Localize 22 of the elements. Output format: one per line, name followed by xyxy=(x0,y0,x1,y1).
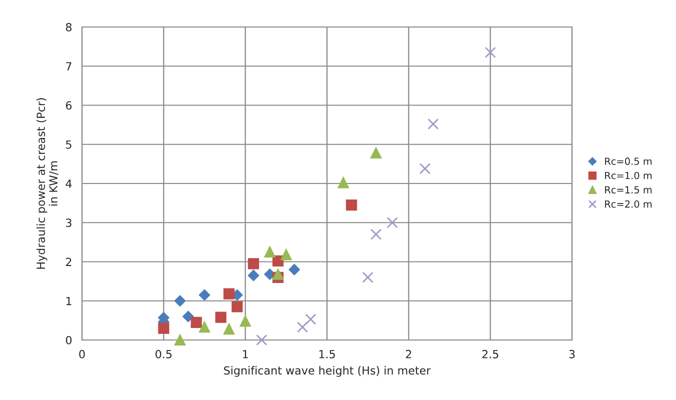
y-tick-label: 8 xyxy=(66,22,72,32)
y-tick-label: 4 xyxy=(66,180,72,188)
x-axis-title: Significant wave height (Hs) in meter xyxy=(224,366,431,377)
y-tick-label: 3 xyxy=(66,218,72,228)
legend-label: Rc=0.5 m xyxy=(605,158,652,165)
y-tick-label: 0 xyxy=(66,336,72,344)
x-tick-label: 1 xyxy=(243,350,248,358)
x-tick-label: 1.5 xyxy=(319,350,335,358)
y-tick-label: 7 xyxy=(66,62,72,70)
y-tick-label: 6 xyxy=(66,101,72,110)
x-tick-label: 3 xyxy=(569,350,575,358)
x-tick-label: 0 xyxy=(79,350,85,358)
y-tick-label: 1 xyxy=(66,296,72,306)
legend-label: Rc=1.5 m xyxy=(605,186,652,194)
x-tick-label: 2 xyxy=(406,350,412,358)
x-tick-label: 0.5 xyxy=(156,350,172,358)
x-tick-label: 2.5 xyxy=(482,350,498,358)
y-tick-label: 2 xyxy=(66,258,72,266)
legend-label: Rc=2.0 m xyxy=(605,200,652,208)
y-tick-label: 5 xyxy=(66,140,72,149)
y-axis-title: Hydraulic power at creast (Pcr) in KW/m xyxy=(36,98,58,269)
legend-label: Rc=1.0 m xyxy=(605,172,652,180)
